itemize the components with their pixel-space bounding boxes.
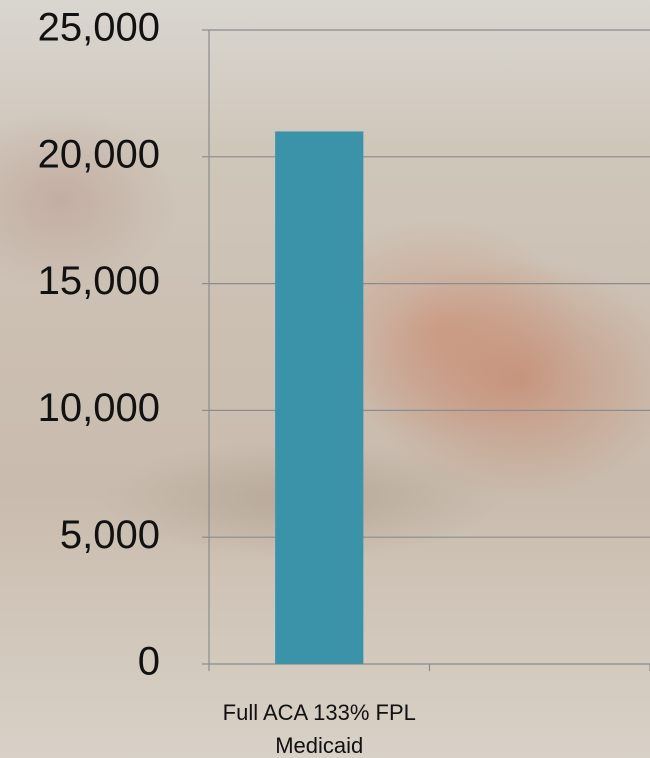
slide: 0 5,000 10,000 15,000 20,000 25,000 Full ACA … [0, 0, 650, 758]
y-tick-label: 10,000 [38, 386, 160, 430]
chart: 0 5,000 10,000 15,000 20,000 25,000 [0, 0, 650, 758]
y-tick-label: 20,000 [38, 132, 160, 176]
y-tick-label: 0 [138, 640, 160, 684]
x-tick-label: Full ACA 133% FPL Medicaid [219, 696, 419, 758]
y-tick-label: 5,000 [60, 513, 160, 557]
bar [275, 131, 363, 664]
y-tick-label: 25,000 [38, 6, 160, 50]
y-tick-label: 15,000 [38, 259, 160, 303]
